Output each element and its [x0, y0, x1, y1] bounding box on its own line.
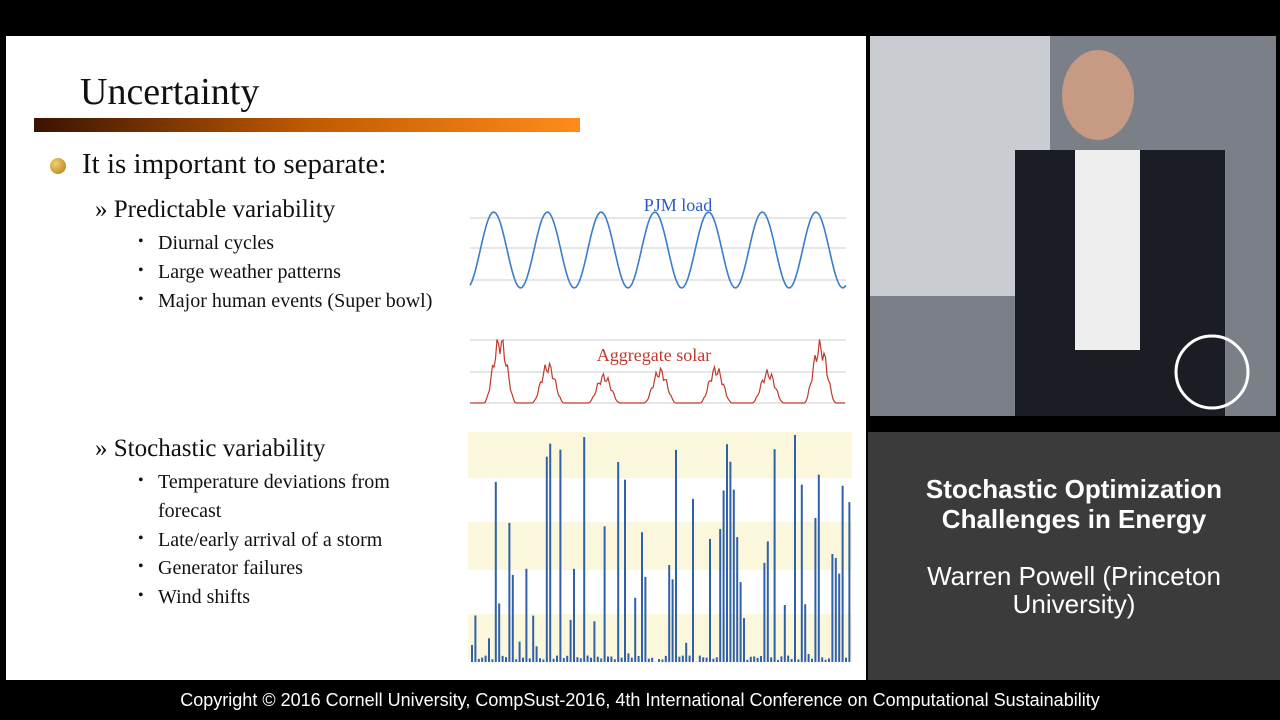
- band: [468, 432, 852, 478]
- sub-bullet: •: [138, 291, 144, 308]
- sub-bullet: •: [138, 262, 144, 279]
- copyright: Copyright © 2016 Cornell University, Com…: [180, 690, 1100, 710]
- sub-bullet: •: [138, 587, 144, 604]
- chart-label: Aggregate solar: [597, 345, 711, 365]
- speaker-name: Warren Powell (Princeton University): [868, 562, 1280, 618]
- cornell-seal: [1174, 334, 1250, 410]
- slide-title: Uncertainty: [80, 71, 260, 113]
- load-curve: [469, 211, 847, 289]
- sub-bullet: •: [138, 233, 144, 250]
- band: [468, 522, 852, 570]
- solar-curve: [470, 338, 845, 404]
- band: [468, 614, 852, 660]
- speaker-line: University): [1012, 589, 1136, 619]
- sub-item: Diurnal cycles: [158, 232, 275, 254]
- sub-item: Late/early arrival of a storm: [158, 529, 383, 551]
- talk-title: Stochastic Optimization Challenges in En…: [868, 474, 1280, 534]
- speaker-shirt: [1075, 150, 1140, 350]
- sub-item: Major human events (Super bowl): [158, 290, 433, 312]
- section-heading: » Stochastic variability: [95, 435, 326, 462]
- talk-title-line: Challenges in Energy: [941, 504, 1207, 534]
- section-heading: » Predictable variability: [95, 196, 336, 223]
- sub-item: Wind shifts: [158, 586, 250, 608]
- talk-title-line: Stochastic Optimization: [925, 474, 1223, 504]
- speaker-line: Warren Powell (Princeton: [927, 561, 1221, 591]
- load-chart: [470, 190, 846, 302]
- sub-item: Generator failures: [158, 557, 303, 579]
- sidebar: [868, 432, 1280, 680]
- speaker-head: [1062, 50, 1134, 140]
- title-bar: [34, 118, 580, 132]
- main-bullet: It is important to separate:: [82, 148, 387, 180]
- sub-item: Temperature deviations from forecast: [158, 471, 390, 522]
- sub-bullet: •: [138, 530, 144, 547]
- sub-bullet: •: [138, 472, 144, 489]
- chart-label: PJM load: [644, 195, 713, 215]
- sub-bullet: •: [138, 558, 144, 575]
- bullet-icon: [50, 158, 66, 174]
- sub-item: Large weather patterns: [158, 261, 341, 283]
